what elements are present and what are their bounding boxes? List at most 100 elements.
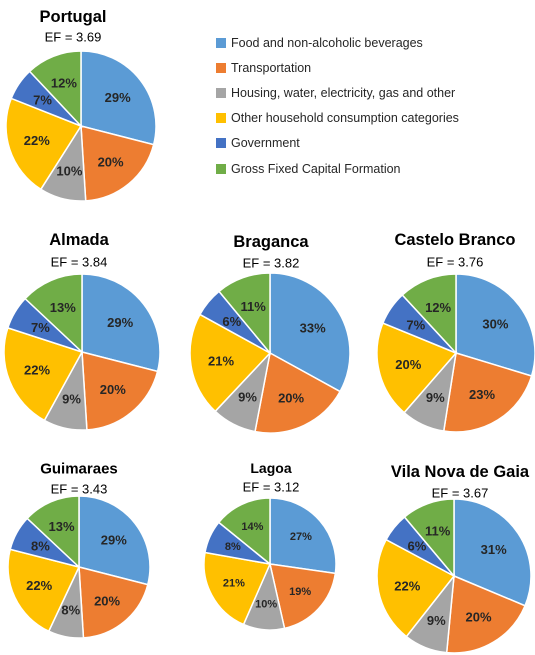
pie-ef-value: EF = 3.12	[243, 480, 300, 495]
slice-label: 21%	[208, 353, 234, 368]
pie-title: Castelo Branco	[394, 231, 515, 249]
pie-ef-value: EF = 3.76	[427, 255, 484, 270]
slice-label: 33%	[300, 320, 326, 335]
slice-label: 7%	[33, 92, 52, 107]
slice-label: 21%	[223, 577, 245, 589]
chart-legend: Food and non-alcoholic beverages Transpor…	[216, 30, 531, 181]
slice-label: 29%	[107, 315, 133, 330]
slice-label: 11%	[425, 524, 451, 539]
pie-ef-value: EF = 3.84	[51, 255, 108, 270]
pie-ef-value: EF = 3.43	[51, 482, 108, 497]
legend-label: Other household consumption categories	[231, 111, 459, 126]
slice-label: 20%	[278, 390, 304, 405]
slice-label: 9%	[238, 390, 257, 405]
pie-ef-value: EF = 3.82	[243, 256, 300, 271]
pie-4: 29% 20% 8% 22% 8% 13% Guimaraes EF = 3.43	[7, 461, 151, 639]
legend-swatch	[216, 163, 226, 174]
slice-gfcf	[401, 273, 457, 355]
legend-label: Government	[231, 136, 300, 151]
slice-transport	[442, 352, 533, 433]
pie-5: 27% 19% 10% 21% 8%14% Lagoa EF = 3.12	[203, 460, 337, 631]
slice-label: 9%	[62, 392, 81, 407]
slice-label: 29%	[105, 90, 131, 105]
slice-other	[3, 326, 84, 422]
slice-food	[269, 272, 351, 393]
slice-gfcf	[217, 497, 271, 566]
slice-label: 29%	[101, 533, 127, 548]
pie-6: 31% 20% 9% 22% 6%11% Vila Nova de Gaia EF = 3.…	[376, 463, 532, 654]
slice-label: 8%	[31, 538, 50, 553]
slice-label: 27%	[290, 531, 312, 543]
slice-label: 11%	[241, 299, 267, 314]
slice-label: 23%	[469, 387, 495, 402]
legend-label: Transportation	[231, 60, 312, 75]
slice-gfcf	[217, 272, 271, 356]
legend-swatch	[216, 62, 226, 73]
slice-label: 6%	[408, 538, 427, 553]
pie-title: Portugal	[40, 8, 107, 26]
slice-label: 8%	[61, 603, 80, 618]
slice-gfcf	[26, 495, 80, 569]
slice-label: 13%	[50, 300, 76, 315]
legend-swatch	[216, 113, 226, 124]
slice-food	[269, 497, 337, 575]
legend-label: Food and non-alcoholic beverages	[231, 35, 423, 50]
slice-transport	[269, 563, 337, 630]
slice-label: 31%	[481, 542, 507, 557]
slice-label: 7%	[406, 318, 425, 333]
slice-label: 22%	[394, 578, 420, 593]
slice-label: 12%	[51, 75, 77, 90]
legend-swatch	[216, 138, 226, 149]
slice-label: 19%	[289, 586, 311, 598]
legend-item-transport: Transportation	[216, 55, 531, 80]
legend-item-other: Other household consumption categories	[216, 106, 531, 131]
slice-label: 20%	[395, 357, 421, 372]
slice-label: 30%	[482, 316, 508, 331]
slice-label: 9%	[427, 613, 446, 628]
legend-swatch	[216, 37, 226, 48]
slice-food	[453, 498, 532, 607]
legend-item-government: Government	[216, 131, 531, 156]
slice-gfcf	[24, 273, 83, 354]
legend-item-housing: Housing, water, electricity, gas and oth…	[216, 80, 531, 105]
slice-label: 20%	[100, 382, 126, 397]
slice-transport	[445, 574, 527, 654]
slice-label: 22%	[26, 578, 52, 593]
pie-title: Guimaraes	[40, 461, 118, 478]
legend-label: Housing, water, electricity, gas and oth…	[231, 85, 456, 100]
slice-label: 13%	[48, 519, 74, 534]
pie-ef-value: EF = 3.67	[432, 486, 489, 501]
slice-label: 12%	[425, 300, 451, 315]
pie-3: 30% 23% 9% 20% 7%12% Castelo Branco EF = 3.76	[376, 231, 535, 433]
slice-label: 10%	[255, 599, 277, 611]
legend-swatch	[216, 87, 226, 98]
slice-label: 9%	[426, 390, 445, 405]
slice-other	[7, 548, 81, 633]
slice-label: 20%	[98, 154, 124, 169]
slice-label: 6%	[222, 314, 241, 329]
slice-other	[189, 313, 272, 413]
slice-label: 22%	[24, 133, 50, 148]
slice-label: 7%	[31, 320, 50, 335]
pie-0: 29% 20% 10% 22% 7% 12% Portugal EF = 3.69	[5, 8, 157, 202]
legend-label: Gross Fixed Capital Formation	[231, 161, 401, 176]
slice-transport	[80, 125, 155, 202]
slice-transport	[78, 566, 149, 639]
pie-1: 29% 20% 9% 22% 7%13% Almada EF = 3.84	[3, 231, 161, 431]
slice-food	[81, 273, 161, 373]
slice-label: 10%	[56, 164, 82, 179]
pie-title: Almada	[49, 231, 109, 249]
slice-label: 14%	[241, 521, 263, 533]
pie-2: 33% 20% 9% 21% 6%11% Braganca EF = 3.82	[189, 233, 351, 434]
slice-label: 20%	[465, 610, 491, 625]
slice-transport	[254, 351, 342, 434]
legend-item-food: Food and non-alcoholic beverages	[216, 30, 531, 55]
pie-title: Braganca	[233, 233, 309, 251]
slice-food	[80, 50, 157, 146]
slice-gfcf	[28, 50, 82, 128]
slice-other	[203, 551, 272, 626]
pie-title: Lagoa	[250, 460, 291, 476]
legend-item-gfcf: Gross Fixed Capital Formation	[216, 156, 531, 181]
slice-label: 22%	[24, 362, 50, 377]
